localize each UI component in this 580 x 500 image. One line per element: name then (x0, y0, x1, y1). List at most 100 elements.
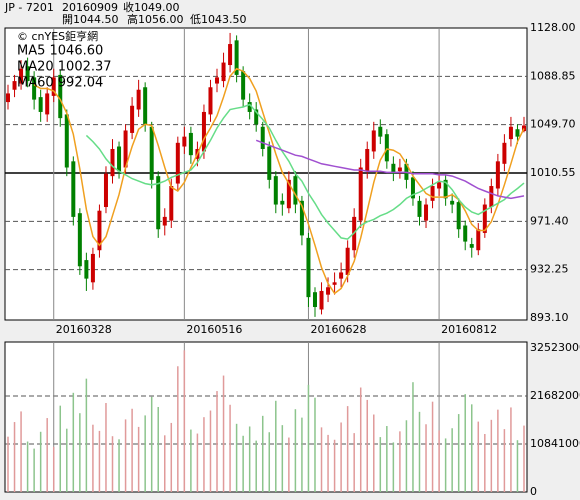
candle-body (25, 66, 30, 82)
volume-bar (373, 414, 375, 492)
y-tick-label: 893.10 (530, 311, 569, 324)
x-tick-label: 20160812 (441, 323, 497, 336)
candle-body (175, 142, 180, 184)
volume-bar (33, 448, 35, 492)
candle-body (508, 126, 513, 140)
candle-body (502, 142, 507, 164)
legend-entry: MA60 992.04 (17, 76, 103, 91)
volume-bar (157, 406, 159, 492)
volume-bar (26, 441, 29, 492)
volume-bar (438, 430, 440, 492)
candle-body (358, 167, 363, 221)
y-tick-label: 1128.00 (530, 21, 576, 34)
candle-body (391, 163, 396, 174)
candle-body (84, 260, 89, 279)
volume-bar (177, 366, 179, 492)
candle-body (201, 111, 206, 152)
volume-tick-label: 21682000 (530, 389, 580, 402)
candle-body (339, 272, 344, 279)
volume-bar (144, 415, 146, 492)
legend-entry: MA5 1046.60 (17, 44, 103, 59)
candle-body (162, 216, 167, 226)
volume-bar (72, 392, 75, 492)
volume-bar (431, 401, 434, 492)
volume-tick-label: 32523000 (530, 341, 580, 354)
volume-bar (248, 426, 251, 492)
candle-body (136, 89, 141, 110)
x-tick-label: 20160628 (310, 323, 366, 336)
candle-body (430, 186, 435, 201)
candle-body (482, 204, 487, 233)
candle-body (463, 225, 468, 242)
volume-bar (301, 417, 303, 492)
candle-body (149, 126, 154, 180)
candle-body (260, 126, 265, 149)
candle-body (326, 287, 331, 295)
candle-body (450, 200, 455, 205)
volume-bar (510, 407, 512, 492)
candle-body (267, 146, 272, 180)
volume-bar (346, 406, 349, 492)
candle-body (64, 114, 69, 168)
volume-bar (477, 421, 480, 492)
volume-bar (261, 415, 264, 492)
volume-bar (314, 397, 316, 492)
candle-body (97, 210, 102, 251)
candle-body (424, 204, 429, 221)
volume-bar (392, 442, 395, 492)
candle-body (306, 237, 311, 298)
volume-bar (190, 429, 192, 492)
volume-bar (523, 425, 525, 492)
volume-bar (124, 419, 127, 492)
volume-bar (503, 429, 506, 492)
candle-body (384, 134, 389, 162)
volume-bar (288, 437, 290, 492)
volume-bar (203, 417, 205, 492)
candle-body (293, 176, 298, 205)
volume-bar (418, 411, 421, 492)
volume-bar (444, 438, 447, 492)
candle-body (345, 247, 350, 275)
volume-bar (118, 439, 120, 492)
candle-body (437, 182, 442, 189)
candle-body (417, 200, 422, 217)
plot-layer: 893.10 932.25 971.40 1010.55 1049.70 1088.85 1… (5, 21, 580, 498)
volume-bar (470, 404, 473, 492)
volume-bar (20, 411, 22, 492)
volume-bar (85, 378, 88, 492)
volume-bar (46, 418, 48, 492)
candle-body (365, 148, 370, 172)
volume-bar (170, 422, 173, 492)
candle-body (51, 77, 56, 96)
candle-body (378, 126, 383, 137)
candle-body (221, 62, 226, 82)
volume-bar (307, 384, 310, 492)
candle-body (273, 176, 278, 205)
candle-body (234, 40, 239, 75)
candle-body (515, 129, 520, 137)
candle-body (130, 105, 135, 133)
watermark: © cnYES鉅亨網 (17, 29, 98, 43)
volume-bar (379, 437, 382, 492)
volume-bar (59, 405, 62, 492)
volume-bar (216, 391, 218, 492)
candle-body (77, 213, 82, 267)
volume-tick-label: 0 (530, 485, 537, 498)
volume-bar (353, 433, 355, 492)
volume-bar (281, 425, 284, 492)
volume-bar (366, 399, 368, 492)
candle-body (45, 93, 50, 115)
volume-bar (333, 439, 336, 492)
volume-bar (52, 446, 55, 492)
volume-bar (39, 431, 42, 492)
candle-body (228, 44, 233, 66)
volume-bar (484, 433, 486, 492)
candle-body (280, 200, 285, 205)
candle-body (32, 77, 37, 100)
header-date: 20160909 (62, 1, 118, 14)
x-tick-label: 20160328 (56, 323, 112, 336)
volume-bar (92, 424, 94, 492)
volume-bar (242, 435, 244, 492)
volume-bar (131, 408, 133, 492)
volume-bar (183, 350, 186, 492)
